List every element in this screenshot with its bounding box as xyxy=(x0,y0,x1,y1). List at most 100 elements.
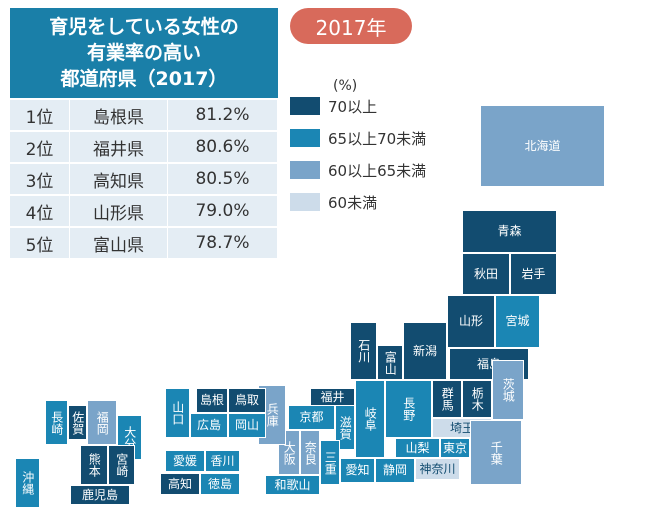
legend-label: 65以上70未満 xyxy=(328,130,427,148)
prefecture: 奈良 xyxy=(300,430,320,475)
prefecture: 山口 xyxy=(165,388,190,438)
prefecture: 島根 xyxy=(196,388,228,413)
prefecture-label: 大分 xyxy=(122,425,137,450)
prefecture: 京都 xyxy=(288,405,335,430)
prefecture: 長野 xyxy=(385,380,432,438)
prefecture-label: 新潟 xyxy=(412,343,437,358)
prefecture: 石川 xyxy=(350,322,377,380)
prefecture-label: 大阪 xyxy=(282,440,297,465)
prefecture-label: 沖縄 xyxy=(20,471,35,495)
prefecture: 愛知 xyxy=(340,458,375,483)
prefecture: 長崎 xyxy=(45,400,68,445)
prefecture: 岡山 xyxy=(228,413,266,438)
prefecture: 徳島 xyxy=(200,473,240,495)
prefecture-label: 三重 xyxy=(323,450,338,475)
table-cell: 79.0% xyxy=(168,196,278,228)
prefecture-label: 宮城 xyxy=(505,314,530,329)
prefecture-label: 静岡 xyxy=(382,463,407,478)
prefecture: 山梨 xyxy=(395,438,440,458)
prefecture: 三重 xyxy=(320,440,340,485)
table-cell: 4位 xyxy=(10,196,70,228)
prefecture-label: 秋田 xyxy=(473,266,498,281)
prefecture: 東京 xyxy=(440,438,470,458)
prefecture: 新潟 xyxy=(403,322,447,380)
prefecture-label: 東京 xyxy=(442,440,467,455)
legend-swatch xyxy=(290,97,320,115)
prefecture: 茨城 xyxy=(492,360,524,420)
table-cell: 80.5% xyxy=(168,164,278,196)
legend-swatch xyxy=(290,161,320,179)
prefecture-label: 高知 xyxy=(167,476,192,491)
prefecture: 宮城 xyxy=(495,295,540,348)
prefecture: 山形 xyxy=(447,295,495,348)
prefecture-label: 岡山 xyxy=(234,418,259,433)
title-line: 育児をしている女性の xyxy=(49,16,239,38)
title-line: 有業率の高い xyxy=(86,42,201,64)
prefecture: 神奈川 xyxy=(415,458,460,480)
prefecture: 青森 xyxy=(462,210,557,253)
prefecture-label: 愛媛 xyxy=(172,453,197,468)
prefecture-label: 徳島 xyxy=(207,476,232,491)
prefecture: 佐賀 xyxy=(68,405,87,440)
table-cell: 3位 xyxy=(10,164,70,196)
prefecture-label: 広島 xyxy=(196,418,221,433)
prefecture-label: 福井 xyxy=(320,389,345,404)
legend-swatch xyxy=(290,193,320,211)
table-cell: 2位 xyxy=(10,132,70,164)
prefecture-label: 香川 xyxy=(210,453,235,468)
prefecture: 静岡 xyxy=(375,458,415,483)
prefecture-label: 長野 xyxy=(401,397,416,421)
prefecture: 岩手 xyxy=(510,253,557,295)
table-cell: 1位 xyxy=(10,100,70,132)
prefecture: 鹿児島 xyxy=(70,485,130,505)
legend-swatch xyxy=(290,129,320,147)
prefecture-label: 栃木 xyxy=(470,387,485,411)
prefecture: 福岡 xyxy=(87,400,117,445)
legend-label: 60未満 xyxy=(328,194,378,212)
prefecture: 広島 xyxy=(190,413,228,438)
title-line: 都道府県（2017） xyxy=(60,68,228,90)
prefecture: 宮崎 xyxy=(108,445,135,485)
legend-label: 70以上 xyxy=(328,98,378,116)
prefecture-label: 群馬 xyxy=(440,387,455,411)
prefecture-label: 鳥取 xyxy=(234,393,259,408)
prefecture: 沖縄 xyxy=(15,458,40,508)
prefecture-label: 茨城 xyxy=(501,378,516,402)
prefecture: 秋田 xyxy=(462,253,510,295)
prefecture-label: 島根 xyxy=(199,393,224,408)
table-cell: 80.6% xyxy=(168,132,278,164)
prefecture: 愛媛 xyxy=(165,450,205,472)
prefecture-label: 山口 xyxy=(170,401,185,425)
prefecture: 和歌山 xyxy=(265,475,320,495)
prefecture-label: 福岡 xyxy=(95,410,110,435)
prefecture-label: 宮崎 xyxy=(114,453,129,477)
prefecture-label: 山形 xyxy=(458,314,483,329)
prefecture: 高知 xyxy=(160,473,200,495)
prefecture-label: 石川 xyxy=(356,339,371,363)
prefecture-label: 鹿児島 xyxy=(81,487,118,502)
prefecture-label: 長崎 xyxy=(49,410,64,435)
prefecture-label: 千葉 xyxy=(489,440,504,465)
prefecture-label: 和歌山 xyxy=(274,477,311,492)
prefecture-label: 山梨 xyxy=(405,440,430,455)
table-cell: 高知県 xyxy=(70,164,168,196)
table-cell: 81.2% xyxy=(168,100,278,132)
prefecture: 熊本 xyxy=(80,445,108,485)
prefecture-label: 岐阜 xyxy=(363,407,378,431)
table-cell: 78.7% xyxy=(168,228,278,260)
table-cell: 富山県 xyxy=(70,228,168,260)
prefecture-label: 愛知 xyxy=(345,463,370,478)
year-badge: 2017年 xyxy=(290,8,412,44)
prefecture-label: 京都 xyxy=(299,410,324,425)
prefecture-label: 富山 xyxy=(383,350,398,375)
prefecture-label: 滋賀 xyxy=(338,415,353,440)
prefecture-label: 神奈川 xyxy=(419,461,456,476)
prefecture-label: 佐賀 xyxy=(70,410,85,435)
prefecture-label: 熊本 xyxy=(87,453,102,477)
legend-label: 60以上65未満 xyxy=(328,162,427,180)
prefecture-label: 岩手 xyxy=(521,266,546,281)
prefecture: 千葉 xyxy=(470,420,522,485)
table-title: 育児をしている女性の 有業率の高い都道府県（2017） xyxy=(10,8,278,98)
prefecture-label: 奈良 xyxy=(303,440,318,465)
